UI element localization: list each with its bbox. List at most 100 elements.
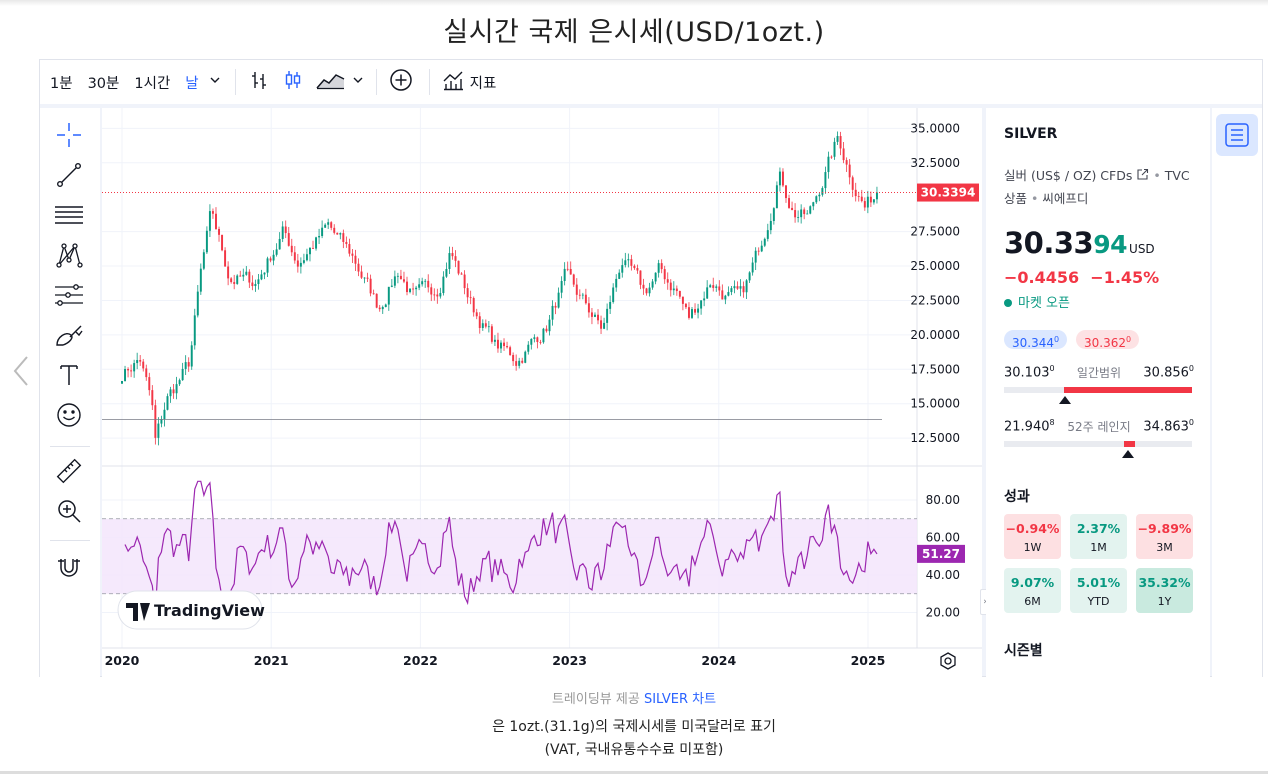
- candle-body: [715, 286, 718, 288]
- candle-body: [636, 268, 639, 271]
- year-range-bar: [1004, 441, 1192, 447]
- chart-settings-gear-icon[interactable]: [940, 652, 956, 670]
- candle-body: [654, 272, 657, 282]
- candle-body: [490, 326, 493, 342]
- interval-1m[interactable]: 1분: [50, 75, 73, 92]
- candle-chart-type-icon[interactable]: [282, 69, 304, 95]
- candle-body: [463, 274, 466, 289]
- candle-body: [539, 342, 542, 343]
- rsi-axis-label: 60.00: [926, 531, 960, 545]
- candle-body: [818, 194, 821, 197]
- external-link-icon[interactable]: [1136, 168, 1149, 183]
- interval-day[interactable]: 날: [185, 75, 199, 92]
- candle-body: [457, 260, 460, 274]
- perf-1m[interactable]: 2.37% 1M: [1070, 514, 1127, 559]
- magnet-icon[interactable]: [54, 552, 84, 582]
- candle-body: [527, 344, 530, 352]
- forecast-tools-icon[interactable]: [54, 280, 84, 310]
- candle-body: [500, 342, 502, 349]
- chart-type-dropdown-chevron-icon[interactable]: [352, 74, 364, 90]
- indicators-icon[interactable]: [442, 69, 464, 95]
- candle-body: [481, 323, 484, 328]
- ruler-measure-icon[interactable]: [54, 456, 84, 486]
- candle-body: [242, 274, 245, 277]
- perf-1y[interactable]: 35.32% 1Y: [1136, 568, 1193, 613]
- candle-body: [330, 222, 333, 228]
- toolbar-divider: [234, 69, 236, 95]
- bid-price: 30.3440: [1004, 330, 1068, 350]
- perf-value: −0.94%: [1005, 521, 1060, 536]
- candle-body: [342, 233, 345, 242]
- brush-icon[interactable]: [54, 320, 84, 350]
- candle-body: [427, 280, 430, 288]
- candle-body: [145, 368, 148, 378]
- perf-6m[interactable]: 9.07% 6M: [1004, 568, 1061, 613]
- credit-link[interactable]: SILVER 차트: [643, 692, 717, 707]
- indicators-button[interactable]: 지표: [469, 75, 497, 92]
- candle-body: [830, 156, 833, 158]
- note-line-2: (VAT, 국내유통수수료 미포함): [544, 742, 724, 758]
- candle-body: [503, 342, 506, 347]
- candle-body: [293, 252, 296, 261]
- ask-sup: 0: [1126, 335, 1132, 344]
- compare-add-symbol-icon[interactable]: [389, 68, 413, 96]
- bar-chart-type-icon[interactable]: [248, 69, 270, 95]
- tradingview-watermark-text: TradingView: [154, 601, 265, 620]
- day-range-label: 일간범위: [1076, 366, 1122, 380]
- trend-line-icon[interactable]: [54, 160, 84, 190]
- prev-arrow-icon[interactable]: [10, 354, 32, 392]
- candle-body: [399, 275, 402, 280]
- interval-30m[interactable]: 30분: [87, 75, 120, 92]
- candle-body: [824, 172, 827, 189]
- crosshair-icon[interactable]: [54, 120, 84, 150]
- candle-body: [651, 281, 654, 288]
- time-axis-label: 2020: [105, 653, 140, 668]
- bottom-divider: [0, 771, 1268, 774]
- interval-dropdown-chevron-icon[interactable]: [209, 74, 221, 90]
- candle-body: [387, 286, 390, 305]
- pattern-xabcd-icon[interactable]: [54, 240, 84, 270]
- candle-body: [587, 303, 590, 313]
- candle-body: [181, 368, 184, 381]
- zoom-in-icon[interactable]: [54, 496, 84, 526]
- area-chart-type-icon[interactable]: [316, 69, 346, 95]
- bid-value: 30.344: [1012, 336, 1054, 350]
- emoji-icon[interactable]: [54, 400, 84, 430]
- candle-body: [842, 148, 845, 161]
- last-price-tag-label: 30.3394: [921, 186, 976, 200]
- candle-body: [809, 206, 812, 214]
- perf-3m[interactable]: −9.89% 3M: [1136, 514, 1193, 559]
- fib-lines-icon[interactable]: [54, 200, 84, 230]
- rsi-axis-label: 40.00: [926, 568, 960, 582]
- candle-body: [260, 274, 263, 280]
- perf-ytd[interactable]: 5.01% YTD: [1070, 568, 1127, 613]
- candle-body: [791, 207, 794, 211]
- perf-period: 3M: [1156, 541, 1173, 554]
- candle-body: [402, 279, 405, 282]
- candle-body: [769, 220, 772, 231]
- perf-1w[interactable]: −0.94% 1W: [1004, 514, 1061, 559]
- candle-body: [869, 196, 872, 203]
- watchlist-details-icon[interactable]: [1216, 114, 1258, 156]
- candle-body: [633, 265, 636, 269]
- candle-body: [672, 288, 675, 291]
- time-axis-label: 2021: [254, 653, 289, 668]
- candle-body: [251, 282, 254, 287]
- chart-area[interactable]: 35.0000 32.5000 27.5000 25.0000 22.5000 20.00…: [102, 108, 982, 678]
- candle-body: [727, 292, 730, 296]
- price-tail: 94: [1093, 230, 1128, 259]
- candle-body: [600, 320, 603, 329]
- candle-body: [778, 171, 781, 186]
- toolbar-divider: [428, 69, 430, 95]
- candle-body: [766, 230, 769, 239]
- candle-body: [336, 232, 339, 235]
- candle-body: [275, 249, 278, 255]
- interval-1h[interactable]: 1시간: [134, 75, 171, 92]
- candle-body: [218, 228, 221, 235]
- candle-body: [406, 281, 408, 293]
- price-chart-svg[interactable]: 35.0000 32.5000 27.5000 25.0000 22.5000 20.00…: [102, 108, 982, 678]
- candle-body: [597, 314, 599, 321]
- candle-body: [272, 254, 275, 261]
- candle-body: [393, 276, 396, 286]
- text-tool-icon[interactable]: [54, 360, 84, 390]
